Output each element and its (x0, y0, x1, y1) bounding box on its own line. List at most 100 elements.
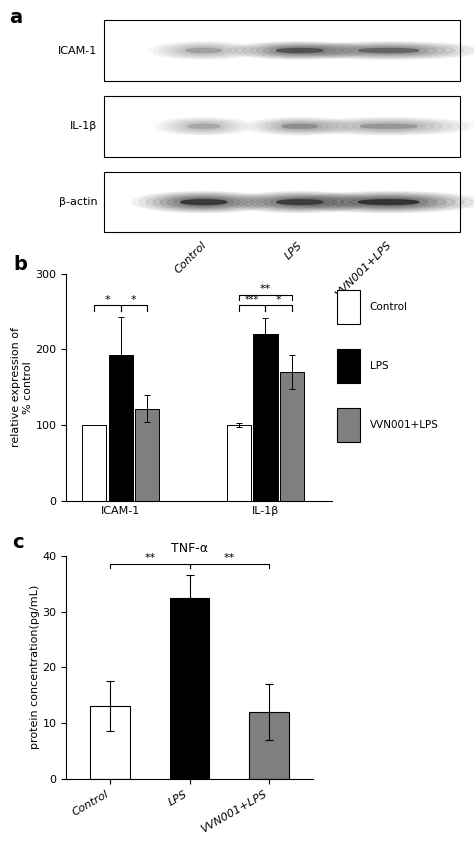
Ellipse shape (331, 195, 446, 209)
Text: VVN001+LPS: VVN001+LPS (370, 420, 438, 430)
Ellipse shape (178, 122, 229, 131)
Ellipse shape (165, 45, 243, 56)
Y-axis label: protein concentration(pg/mL): protein concentration(pg/mL) (30, 585, 40, 749)
Ellipse shape (167, 197, 241, 207)
Bar (254, 334, 277, 501)
Ellipse shape (175, 46, 232, 55)
Ellipse shape (277, 48, 323, 53)
Ellipse shape (270, 47, 330, 54)
Ellipse shape (340, 46, 437, 55)
Ellipse shape (318, 120, 460, 133)
Ellipse shape (349, 198, 428, 206)
Text: **: ** (260, 284, 271, 294)
Bar (249, 712, 289, 779)
Ellipse shape (228, 191, 372, 213)
Ellipse shape (188, 125, 220, 128)
Ellipse shape (358, 49, 419, 52)
Ellipse shape (245, 118, 355, 135)
Ellipse shape (331, 45, 446, 56)
Text: *: * (105, 295, 110, 305)
Ellipse shape (164, 120, 244, 133)
Ellipse shape (304, 193, 473, 211)
Ellipse shape (186, 48, 222, 53)
Ellipse shape (282, 125, 318, 128)
Text: Control: Control (173, 240, 209, 275)
Ellipse shape (159, 119, 248, 134)
Ellipse shape (343, 122, 434, 131)
Ellipse shape (228, 42, 372, 59)
Bar (337, 349, 360, 383)
Ellipse shape (322, 195, 455, 210)
Bar (135, 408, 159, 501)
Bar (170, 598, 210, 779)
Bar (104, 96, 460, 157)
Text: *: * (276, 295, 282, 305)
Bar (104, 172, 460, 232)
Ellipse shape (188, 124, 220, 129)
Ellipse shape (261, 120, 339, 132)
Ellipse shape (358, 199, 419, 205)
Ellipse shape (360, 125, 417, 128)
Ellipse shape (146, 194, 262, 210)
Ellipse shape (256, 195, 344, 209)
Ellipse shape (304, 43, 473, 58)
Ellipse shape (313, 44, 464, 57)
Text: ***: *** (245, 295, 259, 305)
Ellipse shape (358, 48, 419, 53)
Bar (82, 425, 106, 501)
Title: TNF-α: TNF-α (171, 541, 208, 555)
Ellipse shape (282, 124, 318, 129)
Ellipse shape (277, 199, 323, 205)
Ellipse shape (235, 43, 365, 58)
Ellipse shape (295, 191, 474, 213)
Ellipse shape (277, 123, 323, 130)
Ellipse shape (249, 45, 351, 56)
Text: VVN001+LPS: VVN001+LPS (334, 240, 393, 300)
Ellipse shape (170, 45, 237, 56)
Ellipse shape (322, 45, 455, 56)
Ellipse shape (295, 42, 474, 59)
Bar (337, 290, 360, 324)
Ellipse shape (132, 191, 275, 213)
Ellipse shape (159, 44, 248, 57)
Text: IL-1β: IL-1β (70, 121, 97, 131)
Bar (280, 372, 304, 501)
Text: c: c (12, 534, 24, 552)
Ellipse shape (181, 199, 227, 205)
Text: LPS: LPS (370, 361, 388, 371)
Ellipse shape (235, 193, 365, 211)
Ellipse shape (174, 198, 234, 206)
Ellipse shape (266, 121, 334, 131)
Ellipse shape (160, 195, 248, 209)
Text: **: ** (144, 553, 155, 563)
Ellipse shape (181, 47, 227, 54)
Ellipse shape (301, 118, 474, 135)
Text: b: b (13, 255, 27, 274)
Ellipse shape (256, 45, 344, 56)
Ellipse shape (242, 44, 357, 57)
Ellipse shape (352, 123, 426, 130)
Ellipse shape (154, 118, 254, 135)
Ellipse shape (139, 193, 268, 211)
Text: LPS: LPS (283, 240, 304, 261)
Ellipse shape (181, 200, 227, 205)
Ellipse shape (250, 119, 349, 134)
Bar (227, 425, 251, 501)
Ellipse shape (153, 195, 255, 210)
Ellipse shape (340, 197, 437, 207)
Text: Control: Control (370, 302, 408, 312)
Ellipse shape (270, 198, 330, 206)
Ellipse shape (358, 200, 419, 205)
Ellipse shape (335, 121, 443, 131)
Text: β-actin: β-actin (59, 197, 97, 207)
Bar (90, 706, 130, 779)
Ellipse shape (271, 122, 328, 131)
Ellipse shape (242, 194, 357, 210)
Ellipse shape (173, 121, 234, 131)
Ellipse shape (349, 47, 428, 54)
Ellipse shape (149, 42, 259, 59)
Ellipse shape (263, 197, 337, 207)
Ellipse shape (169, 120, 239, 132)
Ellipse shape (249, 195, 351, 210)
Text: a: a (9, 8, 23, 27)
